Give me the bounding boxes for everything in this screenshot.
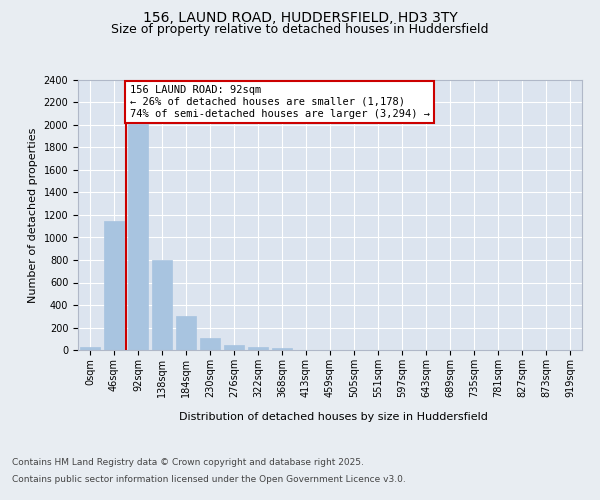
Bar [128, 124, 148, 350]
Text: 156, LAUND ROAD, HUDDERSFIELD, HD3 3TY: 156, LAUND ROAD, HUDDERSFIELD, HD3 3TY [143, 10, 457, 24]
Bar [80, 346, 100, 350]
Text: Size of property relative to detached houses in Huddersfield: Size of property relative to detached ho… [111, 24, 489, 36]
Bar [248, 346, 268, 350]
Text: Contains public sector information licensed under the Open Government Licence v3: Contains public sector information licen… [12, 474, 406, 484]
Bar [224, 345, 244, 350]
Text: Contains HM Land Registry data © Crown copyright and database right 2025.: Contains HM Land Registry data © Crown c… [12, 458, 364, 467]
Bar [176, 316, 196, 350]
Bar [272, 348, 292, 350]
Bar [200, 338, 220, 350]
Bar [104, 220, 124, 350]
Text: Distribution of detached houses by size in Huddersfield: Distribution of detached houses by size … [179, 412, 487, 422]
Y-axis label: Number of detached properties: Number of detached properties [28, 128, 38, 302]
Bar [152, 260, 172, 350]
Text: 156 LAUND ROAD: 92sqm
← 26% of detached houses are smaller (1,178)
74% of semi-d: 156 LAUND ROAD: 92sqm ← 26% of detached … [130, 86, 430, 118]
